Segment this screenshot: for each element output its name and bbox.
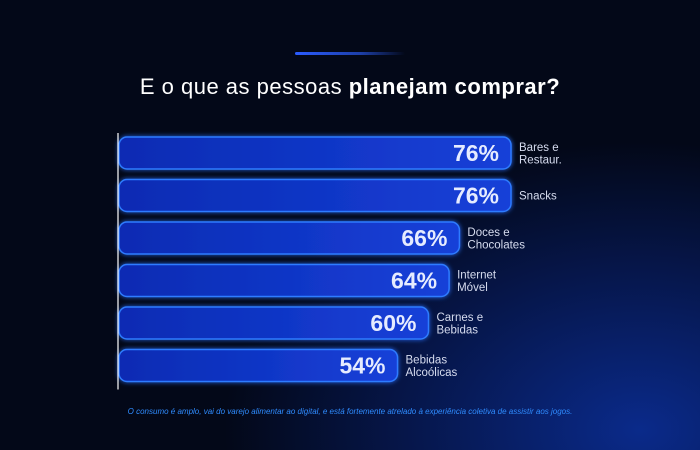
category-label: Bares e Restaur.	[519, 142, 562, 167]
data-label: 60%	[370, 310, 416, 336]
category-label: Bebidas Alcoólicas	[406, 354, 458, 379]
footnote: O consumo é amplo, vai do varejo aliment…	[127, 407, 573, 416]
title-prefix: E o que as pessoas	[139, 74, 349, 99]
title-accent-line	[295, 52, 405, 55]
title-emphasis: planejam comprar?	[348, 74, 561, 99]
bar	[118, 178, 512, 213]
data-label: 76%	[453, 183, 499, 209]
bar	[118, 306, 430, 340]
data-label: 76%	[453, 140, 499, 166]
bar	[118, 136, 512, 170]
data-label: 66%	[401, 225, 447, 251]
bar	[118, 348, 399, 383]
bar	[118, 263, 450, 298]
data-label: 64%	[391, 268, 437, 294]
category-label: Carnes e Bebidas	[436, 312, 483, 337]
category-label: Snacks	[519, 191, 557, 203]
chart-title: E o que as pessoas planejam comprar?	[0, 74, 700, 100]
bars-group: 76% Bares e Restaur. 76% Snacks 66% Doces e Cho…	[118, 136, 562, 383]
bar	[118, 221, 461, 255]
category-label: Doces e Chocolates	[467, 227, 525, 252]
data-label: 54%	[339, 353, 385, 379]
category-label: Internet Móvel	[457, 269, 497, 294]
